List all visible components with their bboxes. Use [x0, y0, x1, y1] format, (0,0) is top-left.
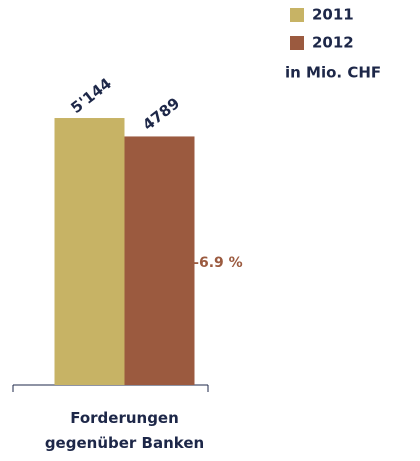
annotation: –6.9 %	[192, 255, 243, 271]
legend-swatch	[290, 36, 304, 50]
legend-label: 2012	[312, 34, 354, 52]
legend-swatch	[290, 8, 304, 22]
value-label: 5'144	[67, 74, 115, 117]
bar	[124, 136, 195, 385]
x-tick-label: Forderungen gegenüber Banken	[44, 409, 205, 452]
legend-label: 2011	[312, 6, 354, 24]
unit-note: in Mio. CHF	[285, 64, 381, 82]
bar	[54, 118, 125, 385]
value-label: 4789	[139, 94, 183, 134]
